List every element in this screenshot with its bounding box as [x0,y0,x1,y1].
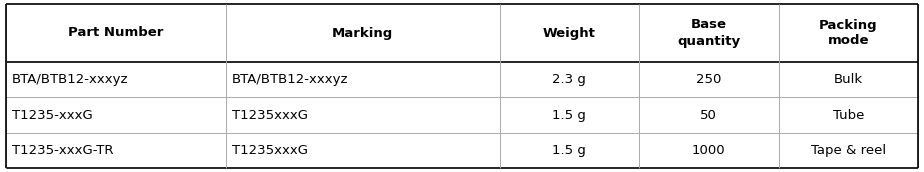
Text: 2.3 g: 2.3 g [553,73,586,86]
Text: 250: 250 [696,73,722,86]
Text: Base
quantity: Base quantity [677,19,740,47]
Text: T1235xxxG: T1235xxxG [232,144,308,157]
Text: 1000: 1000 [692,144,725,157]
Text: BTA/BTB12-xxxyz: BTA/BTB12-xxxyz [12,73,128,86]
Text: BTA/BTB12-xxxyz: BTA/BTB12-xxxyz [232,73,348,86]
Text: Tape & reel: Tape & reel [810,144,886,157]
Text: 50: 50 [700,109,717,121]
Text: Packing
mode: Packing mode [819,19,878,47]
Text: Weight: Weight [543,26,596,40]
Text: T1235-xxxG-TR: T1235-xxxG-TR [12,144,114,157]
Text: T1235-xxxG: T1235-xxxG [12,109,92,121]
Text: Part Number: Part Number [68,26,164,40]
Text: 1.5 g: 1.5 g [553,144,586,157]
Text: Tube: Tube [833,109,864,121]
Text: T1235xxxG: T1235xxxG [232,109,308,121]
Text: 1.5 g: 1.5 g [553,109,586,121]
Text: Marking: Marking [332,26,394,40]
Text: Bulk: Bulk [833,73,863,86]
